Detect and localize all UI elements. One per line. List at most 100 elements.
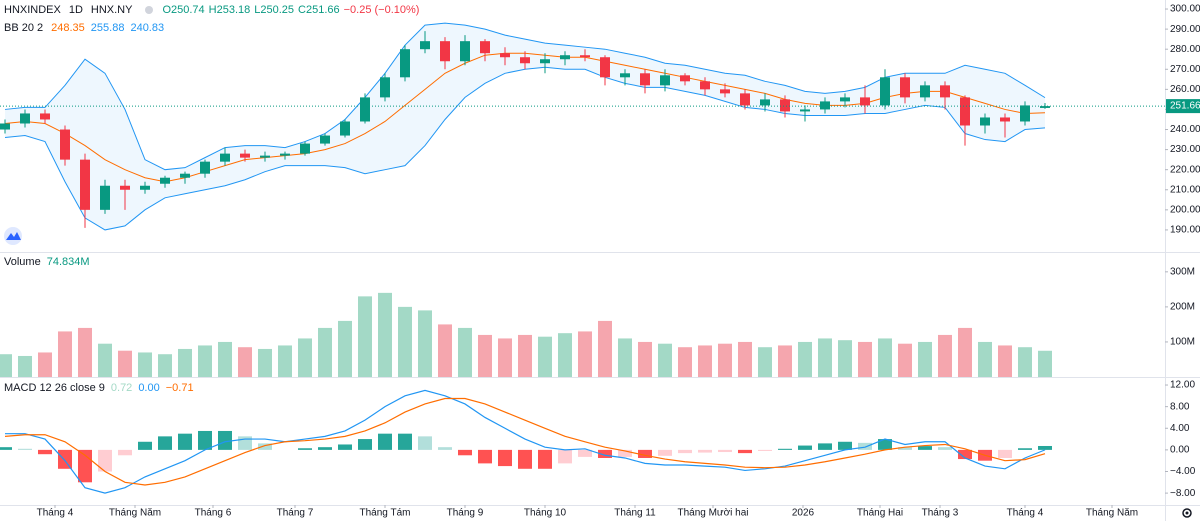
y-tick-label: 12.00 — [1170, 380, 1195, 391]
candle-body — [340, 121, 350, 136]
macd-line — [5, 389, 1046, 494]
y-tick-label: 280.00 — [1170, 44, 1200, 55]
volume-bar — [238, 347, 252, 377]
close: C251.66 — [298, 4, 340, 16]
macd-histogram — [738, 449, 752, 454]
macd-histogram — [698, 449, 712, 453]
candle-body — [200, 161, 210, 174]
y-tick-label: 200.00 — [1170, 204, 1200, 215]
candle-body — [20, 113, 30, 124]
macd-histogram — [898, 447, 912, 450]
volume-bar — [158, 354, 172, 377]
macd-histogram — [758, 449, 772, 451]
macd-histogram — [98, 449, 112, 472]
x-tick-label: Tháng 10 — [524, 508, 567, 519]
macd-histogram — [578, 449, 592, 457]
logo[interactable] — [4, 227, 22, 245]
macd-histogram — [338, 444, 352, 450]
volume-bar — [338, 320, 352, 377]
volume-bar — [278, 345, 292, 377]
macd-legend: MACD 12 26 close 9 0.72 0.00 −0.71 — [4, 382, 194, 394]
macd-histogram — [158, 436, 172, 450]
volume-bar — [958, 327, 972, 377]
volume-bar — [718, 343, 732, 377]
macd-histogram — [478, 449, 492, 464]
volume-bar — [558, 333, 572, 377]
volume-bar — [458, 327, 472, 377]
x-tick-label: Tháng Năm — [1086, 508, 1138, 519]
volume-bar — [178, 348, 192, 377]
macd-histogram — [118, 449, 132, 456]
bb-upper — [4, 22, 1046, 171]
macd-histogram — [298, 448, 312, 450]
x-tick-label: Tháng Tám — [360, 508, 411, 519]
volume-last: 74.834M — [47, 256, 90, 268]
volume-bar — [778, 345, 792, 377]
macd-histogram — [458, 449, 472, 456]
macd-histogram — [238, 436, 252, 450]
macd-histogram — [838, 441, 852, 450]
macd-histogram — [38, 449, 52, 455]
macd-signal: −0.71 — [166, 382, 194, 394]
volume-bar — [918, 341, 932, 377]
macd-histogram — [138, 441, 152, 450]
macd-histogram — [178, 433, 192, 450]
volume-bar — [198, 345, 212, 377]
candle-body — [180, 173, 190, 178]
macd-title: MACD 12 26 close 9 — [4, 382, 105, 394]
volume-bar — [38, 352, 52, 377]
last-price-tag — [1166, 99, 1200, 114]
volume-bar — [578, 331, 592, 377]
macd-histogram — [398, 433, 412, 450]
macd-histogram — [858, 442, 872, 450]
macd-histogram — [418, 436, 432, 450]
candle-body — [980, 117, 990, 126]
macd-histogram — [438, 447, 452, 450]
x-tick-label: Tháng 3 — [922, 508, 959, 519]
bb-legend: BB 20 2 248.35 255.88 240.83 — [4, 22, 164, 34]
candle-body — [520, 57, 530, 64]
bb-upper: 255.88 — [91, 22, 125, 34]
candle-body — [220, 153, 230, 162]
y-tick-label: 4.00 — [1170, 423, 1190, 434]
volume-bar — [698, 345, 712, 377]
candle-body — [580, 55, 590, 58]
y-tick-label: 300M — [1170, 266, 1195, 277]
volume-bar — [258, 348, 272, 377]
y-tick-label: 200M — [1170, 302, 1195, 313]
candle-body — [600, 57, 610, 78]
y-tick-label: 8.00 — [1170, 401, 1190, 412]
candle-body — [640, 73, 650, 86]
volume-bar — [978, 341, 992, 377]
volume-bar — [758, 347, 772, 377]
macd-histogram — [498, 449, 512, 467]
symbol: HNXINDEX — [4, 4, 62, 16]
settings-gear[interactable] — [1182, 508, 1192, 518]
candle-body — [140, 185, 150, 190]
candle-body — [920, 85, 930, 98]
macd-histogram — [518, 449, 532, 469]
macd-histogram — [318, 447, 332, 450]
volume-bar — [658, 343, 672, 377]
volume-bar — [818, 338, 832, 377]
candle-body — [420, 41, 430, 50]
volume-bar — [498, 338, 512, 377]
y-tick-label: 190.00 — [1170, 225, 1200, 236]
macd-histogram — [0, 447, 12, 450]
signal-line — [4, 397, 1046, 486]
candle-body — [40, 113, 50, 120]
candle-body — [720, 89, 730, 94]
volume-bar — [638, 341, 652, 377]
candle-body — [1000, 117, 1010, 122]
volume-bar — [538, 336, 552, 377]
candle-body — [500, 53, 510, 58]
volume-bar — [358, 296, 372, 377]
candle-body — [840, 97, 850, 102]
macd-histogram — [638, 449, 652, 458]
volume-bar — [118, 350, 132, 377]
y-tick-label: −8.00 — [1170, 488, 1196, 499]
candle-body — [940, 85, 950, 98]
macd-histogram — [958, 449, 972, 460]
volume-bar — [378, 292, 392, 377]
macd-histogram — [1038, 445, 1052, 450]
